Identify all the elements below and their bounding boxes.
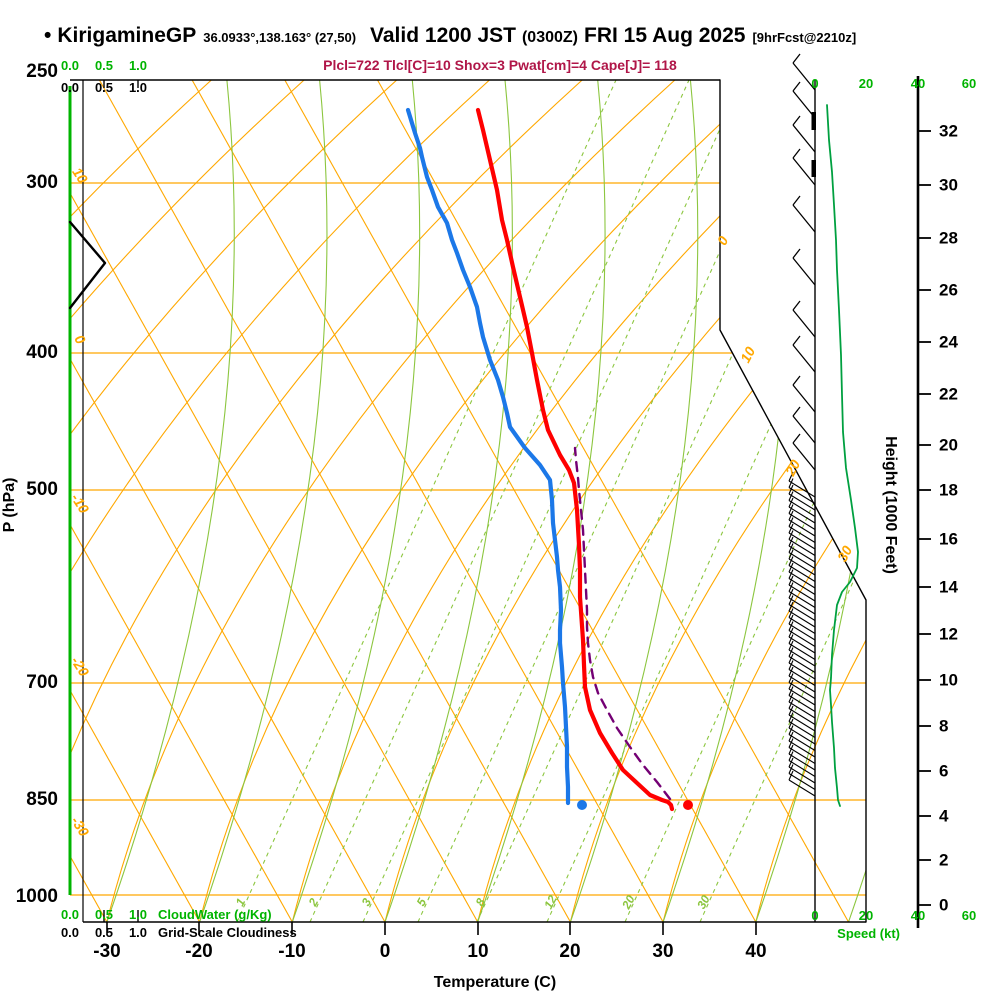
svg-text:400: 400	[26, 342, 58, 363]
svg-text:0: 0	[714, 233, 732, 248]
svg-text:700: 700	[26, 672, 58, 693]
svg-text:-10: -10	[68, 490, 93, 516]
svg-text:Temperature (C): Temperature (C)	[434, 974, 556, 991]
svg-text:20: 20	[559, 941, 580, 962]
svg-text:Height (1000 Feet): Height (1000 Feet)	[882, 436, 899, 574]
svg-text:0.0: 0.0	[61, 925, 79, 940]
svg-text:1.0: 1.0	[129, 80, 147, 95]
plot-frame	[68, 79, 867, 935]
svg-text:20: 20	[781, 457, 803, 479]
temperature-curve	[475, 107, 675, 812]
svg-text:1000: 1000	[16, 886, 58, 907]
svg-text:250: 250	[26, 61, 58, 82]
svg-text:0: 0	[811, 76, 818, 91]
svg-text:10: 10	[467, 941, 488, 962]
svg-text:1.0: 1.0	[129, 58, 147, 73]
svg-text:18: 18	[939, 480, 958, 499]
svg-text:0: 0	[71, 332, 89, 347]
svg-text:0: 0	[811, 908, 818, 923]
station-coords: 36.0933°,138.163° (27,50)	[203, 30, 357, 45]
svg-text:0: 0	[380, 941, 391, 962]
svg-text:26: 26	[939, 280, 958, 299]
svg-text:20: 20	[619, 893, 638, 913]
svg-text:30: 30	[939, 175, 958, 194]
svg-text:12: 12	[939, 624, 958, 643]
svg-text:2: 2	[939, 850, 948, 869]
svg-text:5: 5	[414, 896, 430, 909]
svg-text:20: 20	[859, 908, 873, 923]
svg-text:4: 4	[939, 806, 949, 825]
svg-text:CloudWater (g/Kg): CloudWater (g/Kg)	[158, 907, 272, 922]
svg-text:40: 40	[745, 941, 766, 962]
svg-text:2: 2	[305, 896, 321, 910]
svg-text:0.5: 0.5	[95, 58, 113, 73]
svg-text:Grid-Scale Cloudiness: Grid-Scale Cloudiness	[158, 925, 297, 940]
svg-text:8: 8	[939, 716, 948, 735]
valid-date: FRI 15 Aug 2025	[584, 24, 746, 47]
svg-text:12: 12	[541, 893, 560, 912]
parcel-curve	[573, 446, 672, 801]
svg-text:500: 500	[26, 479, 58, 500]
surface-dewpoint-dot	[577, 800, 587, 810]
svg-text:0: 0	[939, 895, 948, 914]
svg-text:24: 24	[939, 332, 958, 351]
svg-text:30: 30	[694, 893, 713, 912]
surface-temp-dot	[683, 800, 693, 810]
svg-text:28: 28	[939, 228, 958, 247]
svg-text:10: 10	[69, 164, 91, 186]
svg-text:10: 10	[939, 670, 958, 689]
forecast-tag: [9hrFcst@2210z]	[752, 30, 857, 45]
svg-text:0.5: 0.5	[95, 925, 113, 940]
svg-text:20: 20	[939, 435, 958, 454]
svg-text:10: 10	[737, 344, 759, 365]
svg-text:850: 850	[26, 789, 58, 810]
valid-time: Valid 1200 JST	[370, 24, 516, 47]
svg-text:30: 30	[652, 941, 673, 962]
svg-text:16: 16	[939, 529, 958, 548]
svg-text:Speed (kt): Speed (kt)	[837, 926, 900, 941]
svg-text:-20: -20	[185, 941, 212, 962]
svg-text:P (hPa): P (hPa)	[1, 478, 18, 533]
svg-text:3: 3	[359, 896, 375, 909]
svg-text:20: 20	[859, 76, 873, 91]
svg-text:0.0: 0.0	[61, 907, 79, 922]
svg-text:0.5: 0.5	[95, 80, 113, 95]
svg-text:300: 300	[26, 172, 58, 193]
svg-text:32: 32	[939, 121, 958, 140]
svg-text:30: 30	[834, 543, 856, 564]
wind-speed-curve	[826, 104, 859, 807]
station-bullet-icon: •	[44, 24, 52, 47]
svg-text:14: 14	[939, 577, 958, 596]
cloudiness-profile	[68, 220, 107, 310]
svg-text:0.0: 0.0	[61, 58, 79, 73]
svg-text:1.0: 1.0	[129, 925, 147, 940]
svg-text:40: 40	[911, 908, 925, 923]
chart-title: • KirigamineGP 36.0933°,138.163° (27,50)…	[44, 24, 974, 48]
svg-text:40: 40	[911, 76, 925, 91]
svg-text:-10: -10	[278, 941, 305, 962]
dewpoint-curve	[405, 107, 571, 806]
valid-z: (0300Z)	[521, 29, 578, 46]
svg-text:-20: -20	[68, 653, 93, 679]
svg-text:60: 60	[962, 908, 976, 923]
svg-text:6: 6	[939, 761, 948, 780]
sounding-indices: Plcl=722 Tlcl[C]=10 Shox=3 Pwat[cm]=4 Ca…	[323, 57, 677, 73]
svg-text:0.0: 0.0	[61, 80, 79, 95]
svg-text:-30: -30	[93, 941, 120, 962]
svg-text:22: 22	[939, 384, 958, 403]
svg-text:-30: -30	[68, 813, 93, 839]
svg-text:60: 60	[962, 76, 976, 91]
wind-barbs	[788, 53, 816, 797]
station-name: KirigamineGP	[57, 24, 197, 47]
svg-text:1.0: 1.0	[129, 907, 147, 922]
svg-text:0.5: 0.5	[95, 907, 113, 922]
